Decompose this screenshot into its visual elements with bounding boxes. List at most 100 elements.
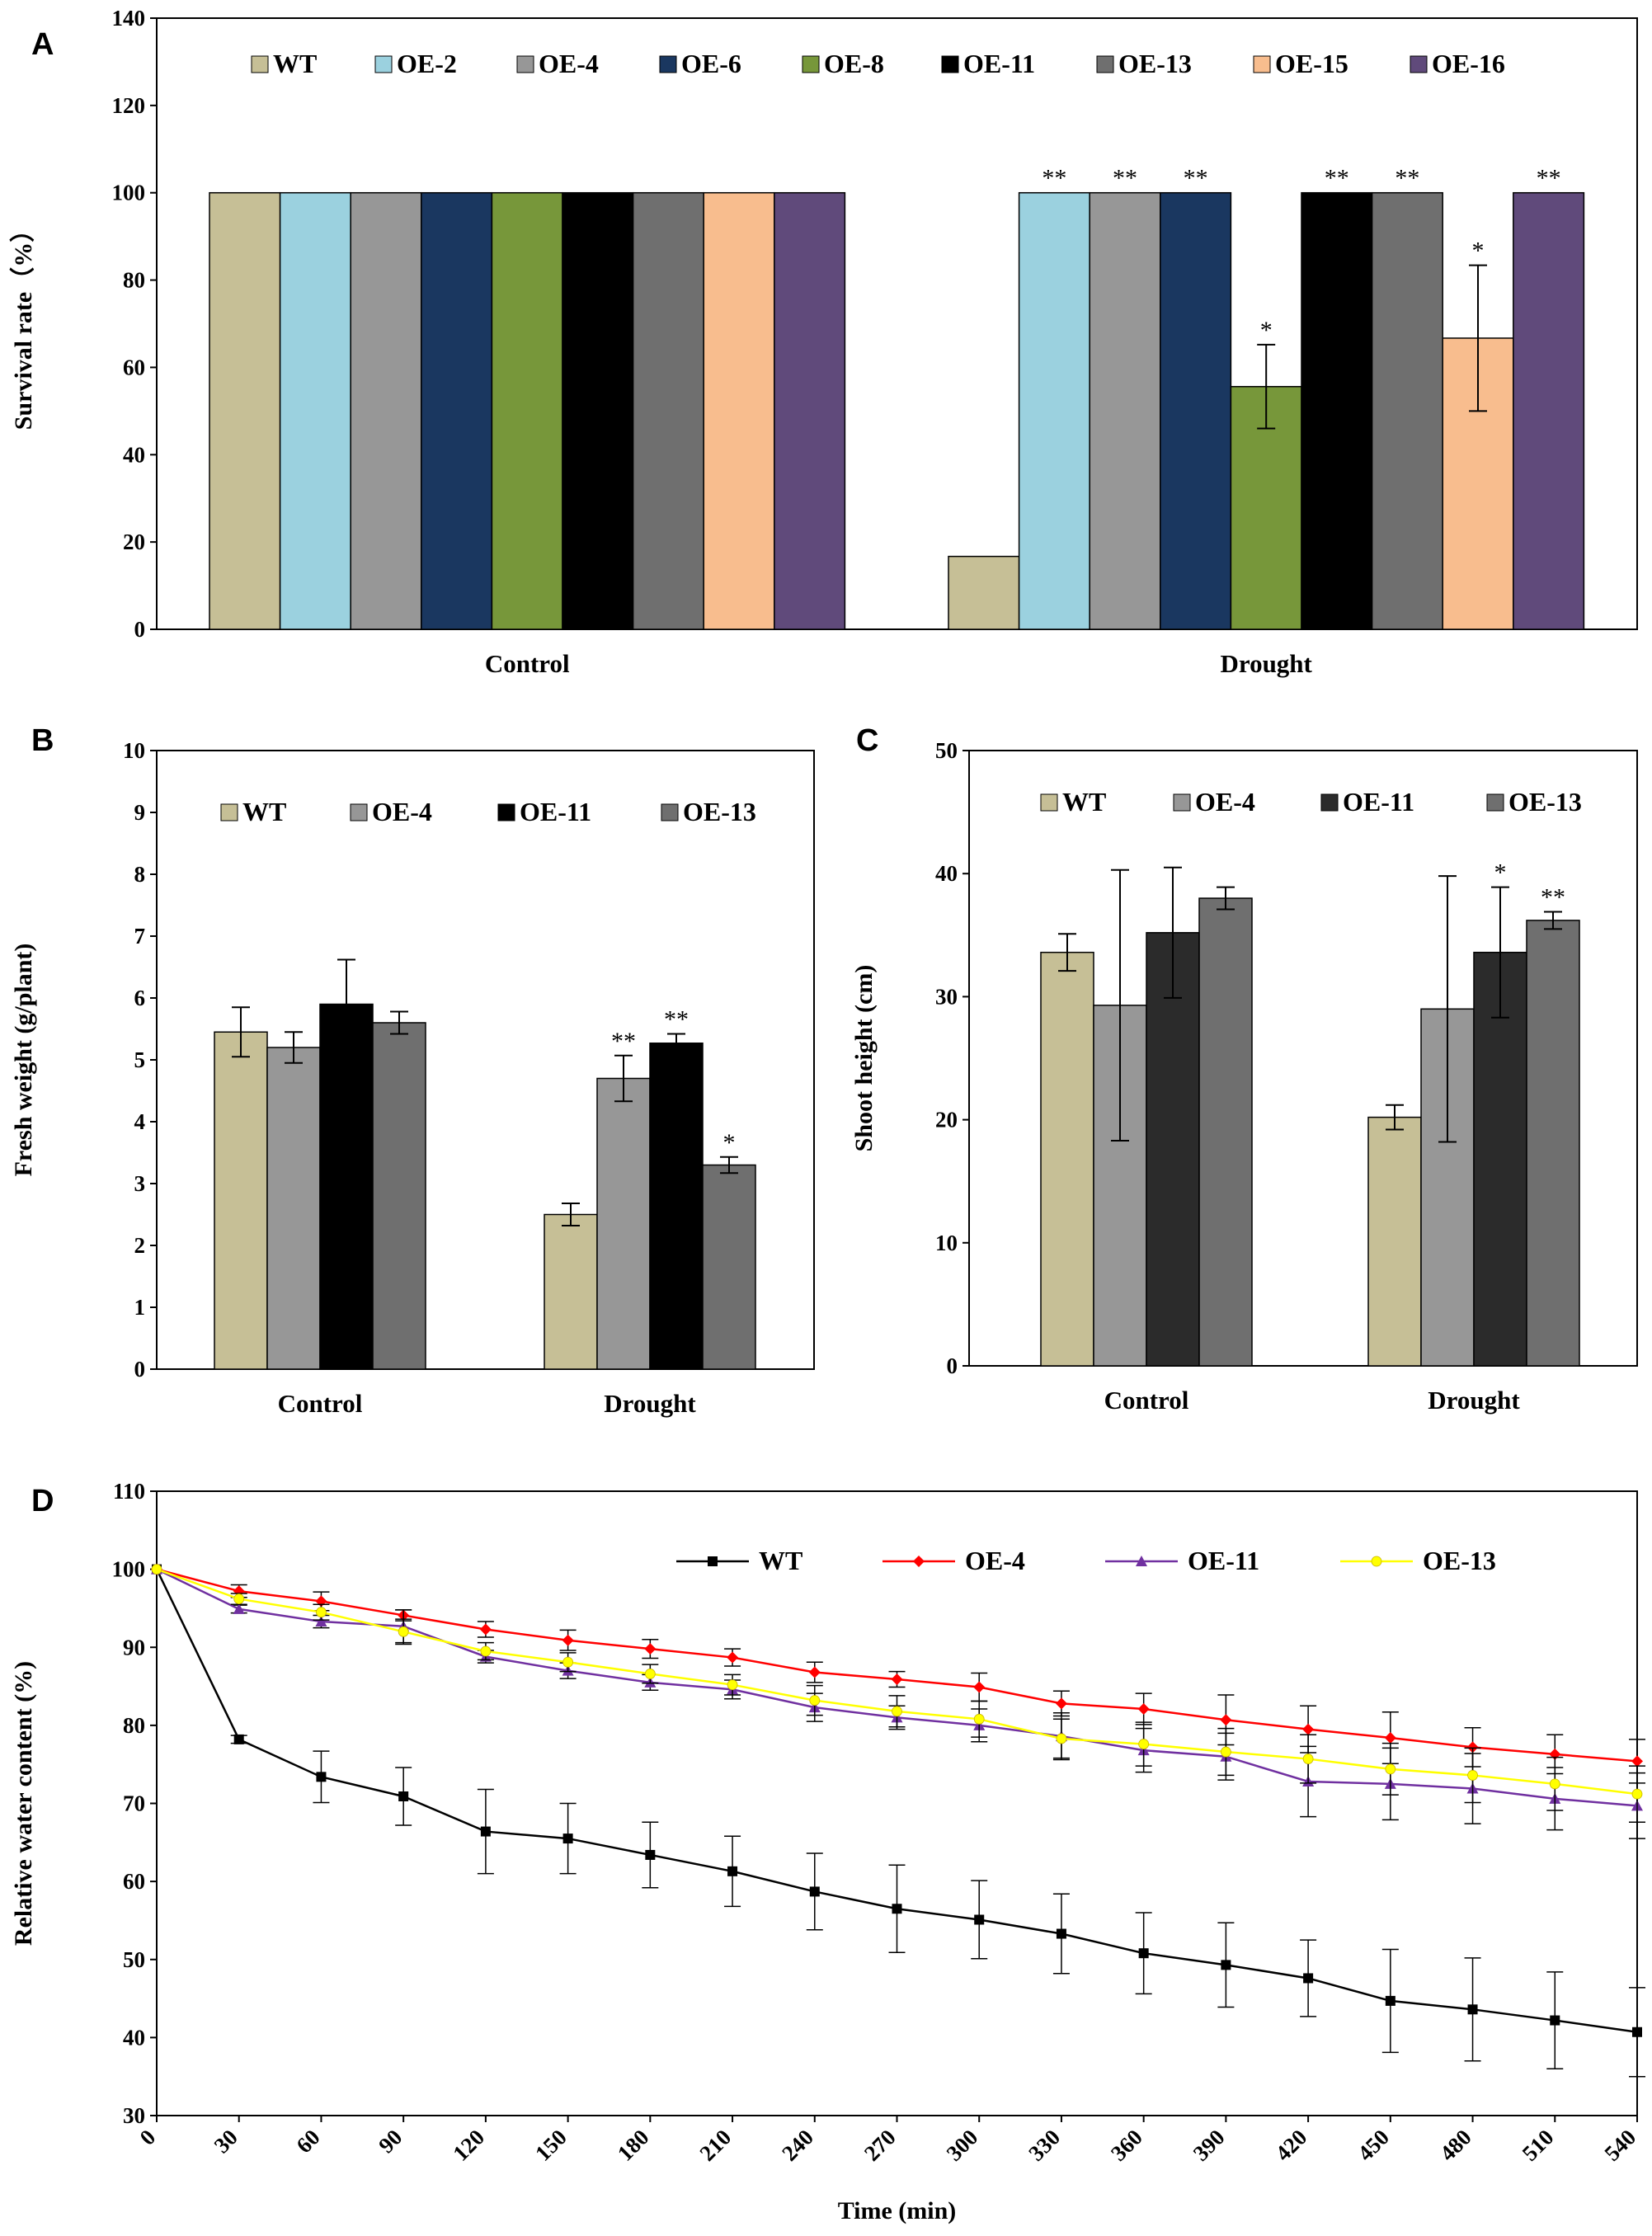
y-tick-label: 110 — [113, 1479, 145, 1504]
data-point-wt — [480, 1826, 491, 1837]
legend-label-oe-11: OE-11 — [963, 49, 1035, 78]
category-label-drought: Drought — [1220, 649, 1312, 678]
legend-label-wt: WT — [273, 49, 317, 78]
category-label-drought: Drought — [1428, 1386, 1520, 1415]
y-tick-label: 30 — [935, 984, 958, 1009]
y-tick-label: 4 — [134, 1109, 146, 1134]
bar-drought-oe-13 — [702, 1164, 756, 1370]
data-point-wt — [233, 1734, 244, 1744]
data-point-wt — [316, 1772, 327, 1782]
y-tick-label: 80 — [123, 1713, 145, 1738]
data-point-wt — [1056, 1928, 1066, 1939]
legend-label-oe-6: OE-6 — [681, 49, 741, 78]
bar-control-oe-2 — [279, 191, 351, 630]
legend-marker-oe-11 — [1136, 1556, 1147, 1566]
y-tick-label: 100 — [112, 181, 146, 205]
data-point-oe-13 — [316, 1607, 327, 1618]
data-point-oe-13 — [973, 1713, 985, 1725]
y-tick-label: 60 — [123, 1869, 145, 1894]
bar-drought-oe-4 — [596, 1077, 651, 1370]
legend-swatch-oe-11 — [1320, 793, 1339, 812]
panel-b: B 0 1 2 3 4 5 6 7 8 9 10 Fresh weight (g/plant) Contr… — [10, 723, 815, 1418]
data-point-oe-13 — [1220, 1746, 1231, 1758]
data-point-oe-13 — [892, 1706, 902, 1717]
bar-control-oe-4 — [350, 191, 422, 630]
data-point-wt — [892, 1904, 902, 1914]
panel-letter: A — [31, 27, 54, 62]
data-point-oe-13 — [727, 1679, 738, 1691]
data-point-oe-13 — [1138, 1739, 1150, 1749]
y-tick-label: 10 — [123, 738, 145, 763]
significance-marker: ** — [1042, 165, 1066, 192]
bar-drought-oe-13 — [1371, 191, 1443, 630]
data-point-wt — [1632, 2027, 1642, 2037]
legend-label-wt: WT — [759, 1546, 802, 1575]
legend-swatch-oe-4 — [1173, 793, 1191, 812]
legend-swatch-oe-6 — [659, 55, 677, 73]
y-tick-label: 8 — [134, 862, 146, 887]
y-tick-label: 0 — [947, 1353, 958, 1378]
legend-label-oe-2: OE-2 — [397, 49, 457, 78]
data-point-wt — [1550, 2015, 1560, 2026]
bar-control-oe-8 — [491, 191, 563, 630]
y-tick-label: 2 — [134, 1233, 146, 1258]
legend-entry-oe-13: OE-13 — [1340, 1546, 1496, 1575]
bar-control-wt — [214, 1031, 268, 1370]
significance-marker: * — [723, 1129, 736, 1156]
legend-marker-wt — [708, 1556, 718, 1566]
panel-letter: C — [856, 723, 878, 758]
data-point-oe-4 — [973, 1681, 986, 1693]
y-tick-label: 30 — [123, 2103, 145, 2128]
legend-entry-wt: WT — [676, 1546, 802, 1575]
bar-drought-oe-11 — [1473, 951, 1527, 1367]
legend-label-oe-8: OE-8 — [824, 49, 884, 78]
bar-drought-wt — [948, 555, 1020, 630]
legend-swatch-oe-8 — [802, 55, 820, 73]
y-tick-label: 7 — [134, 924, 146, 949]
data-point-wt — [809, 1886, 820, 1897]
plot-frame — [968, 750, 1638, 1367]
legend-swatch-oe-13 — [661, 803, 679, 821]
data-point-oe-4 — [1384, 1732, 1396, 1744]
data-point-wt — [1303, 1973, 1314, 1984]
legend-label-oe-13: OE-13 — [683, 797, 756, 826]
legend-label-wt: WT — [1062, 787, 1106, 817]
legend-marker-oe-13 — [1371, 1556, 1382, 1567]
significance-marker: ** — [1325, 165, 1349, 192]
legend-label-wt: WT — [242, 797, 286, 826]
data-point-oe-13 — [809, 1695, 821, 1706]
data-point-wt — [974, 1914, 985, 1925]
y-tick-label: 60 — [123, 355, 145, 379]
data-point-oe-4 — [562, 1634, 574, 1646]
bar-drought-oe-2 — [1018, 191, 1090, 630]
y-axis-label: Survival rate（%） — [9, 218, 37, 430]
legend-label-oe-4: OE-4 — [372, 797, 432, 826]
legend-label-oe-11: OE-11 — [1343, 787, 1414, 817]
data-point-oe-4 — [727, 1651, 739, 1664]
data-point-wt — [645, 1849, 656, 1860]
data-point-wt — [1221, 1960, 1231, 1970]
category-label-control: Control — [278, 1389, 363, 1418]
y-axis-label: Relative water content (%) — [10, 1661, 37, 1946]
y-tick-label: 0 — [134, 1357, 146, 1382]
y-tick-label: 50 — [123, 1947, 145, 1972]
data-point-wt — [562, 1834, 573, 1844]
data-point-oe-13 — [480, 1645, 492, 1657]
legend-label-oe-4: OE-4 — [965, 1546, 1025, 1575]
y-tick-label: 70 — [123, 1791, 145, 1816]
data-point-oe-4 — [1466, 1741, 1479, 1753]
data-point-oe-4 — [1302, 1723, 1315, 1735]
bar-drought-wt — [1367, 1116, 1422, 1367]
legend-label-oe-13: OE-13 — [1118, 49, 1192, 78]
bar-control-oe-6 — [421, 191, 493, 630]
y-tick-label: 5 — [134, 1047, 146, 1072]
bar-drought-oe-13 — [1526, 920, 1580, 1367]
significance-marker: * — [1260, 317, 1273, 344]
legend-swatch-oe-4 — [516, 55, 534, 73]
data-point-wt — [398, 1791, 409, 1801]
significance-marker: ** — [664, 1006, 689, 1033]
category-label-drought: Drought — [604, 1389, 696, 1418]
legend-label-oe-16: OE-16 — [1432, 49, 1505, 78]
panel-letter: D — [31, 1484, 54, 1518]
y-axis-label: Fresh weight (g/plant) — [10, 944, 37, 1177]
